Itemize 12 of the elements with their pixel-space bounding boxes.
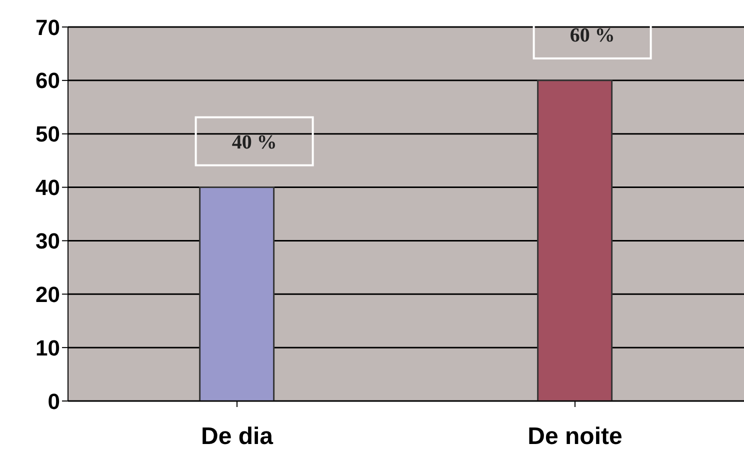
y-tick-label: 50 bbox=[36, 122, 60, 147]
y-tick-label: 30 bbox=[36, 228, 60, 254]
y-tick-label: 70 bbox=[36, 14, 60, 40]
x-tick-label: De noite bbox=[528, 423, 622, 450]
y-tick-label: 10 bbox=[36, 335, 60, 360]
y-tick-label: 60 bbox=[36, 68, 60, 94]
x-tick-label: De dia bbox=[200, 423, 274, 450]
y-tick-label: 0 bbox=[48, 388, 60, 414]
y-tick-label: 40 bbox=[36, 175, 60, 200]
y-tick-label: 20 bbox=[36, 282, 60, 307]
data-label: 40 % bbox=[232, 131, 277, 154]
data-label: 60 % bbox=[570, 24, 615, 46]
